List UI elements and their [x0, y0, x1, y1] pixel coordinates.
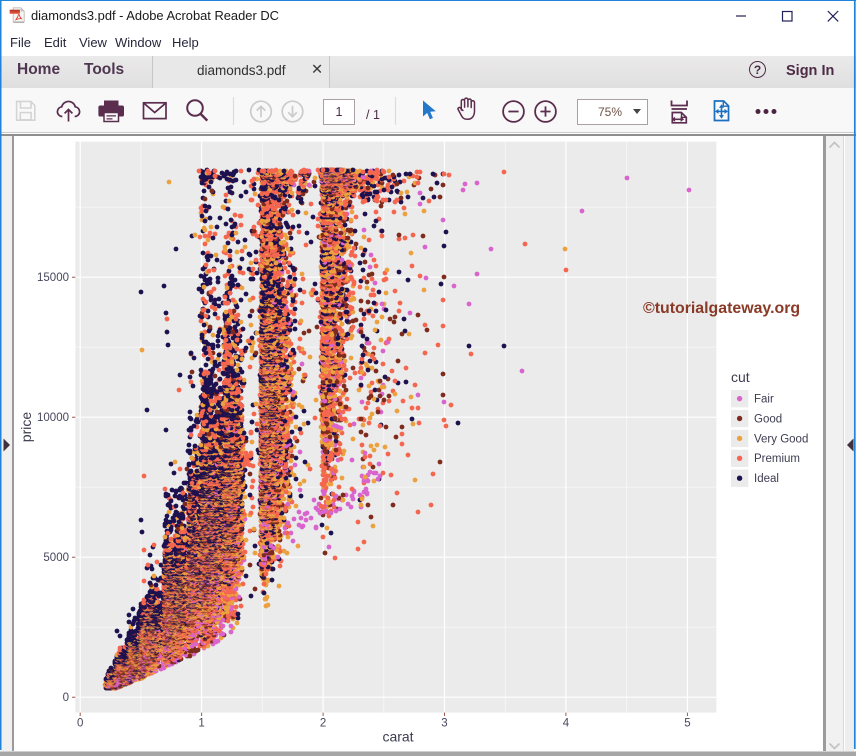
svg-text:©tutorialgateway.org: ©tutorialgateway.org [643, 300, 800, 317]
svg-text:2: 2 [320, 718, 326, 730]
svg-text:carat: carat [382, 729, 413, 745]
svg-text:Very Good: Very Good [754, 433, 808, 445]
svg-text:5000: 5000 [43, 552, 69, 564]
svg-text:cut: cut [731, 369, 750, 385]
svg-text:Ideal: Ideal [754, 473, 779, 485]
svg-text:Good: Good [754, 413, 782, 425]
svg-text:0: 0 [77, 718, 83, 730]
svg-text:0: 0 [63, 692, 69, 704]
svg-text:10000: 10000 [37, 412, 69, 424]
svg-text:15000: 15000 [37, 272, 69, 284]
svg-text:3: 3 [441, 718, 447, 730]
svg-text:5: 5 [684, 718, 690, 730]
svg-text:Fair: Fair [754, 394, 774, 406]
svg-text:price: price [18, 412, 34, 443]
svg-text:Premium: Premium [754, 453, 800, 465]
svg-text:1: 1 [198, 718, 204, 730]
svg-text:4: 4 [563, 718, 570, 730]
